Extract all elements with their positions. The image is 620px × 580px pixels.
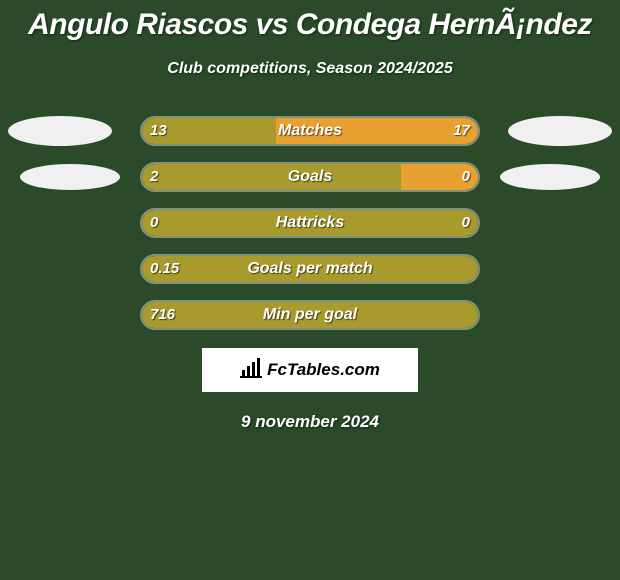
avatar-left [8,116,112,146]
stat-row: 1317Matches [0,116,620,146]
page-title: Angulo Riascos vs Condega HernÃ¡ndez [0,0,620,42]
stat-label: Goals [140,162,480,192]
stat-label: Min per goal [140,300,480,330]
stat-label: Hattricks [140,208,480,238]
stat-row: 20Goals [0,162,620,192]
comparison-infographic: Angulo Riascos vs Condega HernÃ¡ndez Clu… [0,0,620,580]
stat-row: 0.15Goals per match [0,254,620,284]
stat-label: Matches [140,116,480,146]
brand-logo: FcTables.com [202,348,418,392]
date-label: 9 november 2024 [0,412,620,432]
avatar-right [508,116,612,146]
page-subtitle: Club competitions, Season 2024/2025 [0,60,620,78]
avatar-right [500,164,600,190]
stats-rows: 1317Matches 20Goals 00Hattricks 0.15Goals p… [0,116,620,330]
stat-row: 00Hattricks [0,208,620,238]
brand-logo-text: FcTables.com [267,360,380,380]
chart-icon [240,358,262,383]
stat-row: 716Min per goal [0,300,620,330]
stat-label: Goals per match [140,254,480,284]
avatar-left [20,164,120,190]
